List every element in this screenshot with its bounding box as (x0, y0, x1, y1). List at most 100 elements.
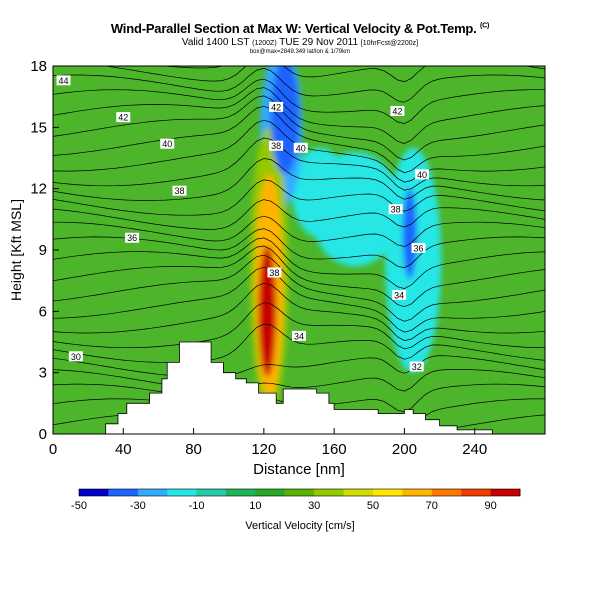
theta-label: 40 (160, 138, 175, 149)
theta-contour (53, 158, 545, 201)
colorbar-tick-label: -10 (189, 500, 205, 512)
x-tick-label: 200 (392, 441, 417, 458)
theta-contour (53, 355, 545, 378)
x-tick-label: 0 (49, 441, 57, 458)
colorbar-swatch (490, 489, 521, 496)
colorbar-tick-label: 30 (308, 500, 320, 512)
chart-subtitle: Valid 1400 LST (1200Z) TUE 29 Nov 2011 [… (181, 37, 419, 48)
theta-label: 30 (68, 351, 83, 362)
theta-contour (53, 67, 545, 103)
colorbar-tick-label: 70 (426, 500, 438, 512)
w-feature (291, 147, 349, 238)
colorbar-tick-label: -50 (71, 500, 87, 512)
theta-contour (53, 179, 545, 216)
x-tick-label: 80 (185, 441, 202, 458)
colorbar-swatch (108, 489, 139, 496)
colorbar-swatch (314, 489, 345, 496)
theta-contour (53, 266, 545, 333)
svg-text:40: 40 (162, 139, 172, 149)
colorbar-swatch (373, 489, 403, 496)
colorbar-swatch (461, 489, 492, 496)
y-tick-label: 6 (39, 303, 47, 320)
x-tick-label: 240 (462, 441, 487, 458)
w-feature (258, 245, 277, 377)
theta-label: 36 (411, 242, 426, 253)
theta-contour (53, 302, 545, 350)
colorbar-swatch (196, 489, 227, 496)
theta-contour (160, 66, 224, 69)
vertical-velocity-field: 44 42 40 38 36 30 42 38 40 42 40 38 36 34 38 34 32 (53, 66, 545, 434)
theta-label: 38 (388, 204, 403, 215)
theta-contour (103, 66, 545, 83)
chart-subtitle-line2: box@max=2849.349 lat/lon & 1/79km (249, 49, 351, 55)
svg-text:32: 32 (412, 362, 422, 372)
theta-label: 38 (269, 140, 284, 151)
theta-label: 34 (392, 289, 407, 300)
y-tick-label: 9 (39, 242, 47, 259)
colorbar-tick-label: -30 (130, 500, 146, 512)
svg-text:40: 40 (417, 170, 427, 180)
colorbar-label: Vertical Velocity [cm/s] (245, 520, 354, 532)
theta-contour (53, 199, 545, 230)
svg-text:36: 36 (413, 243, 423, 253)
y-tick-label: 3 (39, 365, 47, 382)
svg-text:34: 34 (294, 331, 304, 341)
theta-contour (53, 245, 545, 308)
colorbar-swatch (255, 489, 286, 496)
y-tick-label: 18 (30, 58, 47, 75)
svg-text:30: 30 (71, 352, 81, 362)
colorbar-tick-label: 50 (367, 500, 379, 512)
w-feature (270, 66, 299, 175)
svg-text:38: 38 (271, 141, 281, 151)
y-axis-label: Height [Kft MSL] (8, 199, 24, 301)
x-tick-label: 160 (322, 441, 347, 458)
svg-text:42: 42 (118, 113, 128, 123)
svg-text:34: 34 (394, 290, 404, 300)
colorbar-frame (78, 488, 521, 497)
svg-text:40: 40 (296, 143, 306, 153)
svg-text:44: 44 (59, 76, 69, 86)
svg-text:36: 36 (127, 233, 137, 243)
chart-title: Wind-Parallel Section at Max W: Vertical… (110, 21, 490, 36)
theta-label: 38 (267, 267, 282, 278)
x-tick-label: 40 (115, 441, 132, 458)
theta-label: 44 (56, 75, 71, 86)
theta-contour (53, 237, 545, 289)
theta-contour (53, 105, 545, 174)
theta-label: 36 (125, 232, 140, 243)
colorbar-swatch (431, 489, 462, 496)
x-axis-label: Distance [nm] (253, 461, 345, 478)
colorbar-swatch (402, 489, 433, 496)
theta-label: 32 (409, 361, 424, 372)
svg-text:42: 42 (271, 102, 281, 112)
theta-contour (53, 87, 545, 144)
theta-label: 40 (415, 169, 429, 180)
colorbar-swatch (226, 489, 256, 496)
terrain (53, 341, 545, 434)
colorbar-tick-label: 10 (249, 500, 261, 512)
y-tick-label: 12 (30, 181, 47, 198)
colorbar-swatch (79, 489, 109, 496)
theta-contour (53, 254, 545, 322)
theta-label: 42 (390, 105, 405, 116)
theta-label: 42 (269, 101, 284, 112)
svg-text:38: 38 (391, 205, 401, 215)
colorbar-swatch (343, 489, 374, 496)
colorbar-swatch (137, 489, 168, 496)
theta-contour (53, 78, 545, 124)
colorbar-tick-label: 90 (484, 500, 496, 512)
x-tick-label: 120 (251, 441, 276, 458)
theta-label: 40 (293, 142, 308, 153)
w-feature (402, 188, 417, 279)
svg-text:38: 38 (175, 186, 185, 196)
colorbar-swatch (167, 489, 198, 496)
colorbar-swatch (284, 489, 315, 496)
colorbar: -50 -30 -10 10 30 50 70 90 (71, 488, 521, 512)
y-tick-label: 15 (30, 119, 47, 136)
svg-text:38: 38 (269, 268, 279, 278)
theta-label: 42 (116, 112, 131, 123)
theta-label: 34 (292, 330, 306, 341)
theta-label: 38 (172, 185, 187, 196)
theta-contour (53, 282, 545, 341)
